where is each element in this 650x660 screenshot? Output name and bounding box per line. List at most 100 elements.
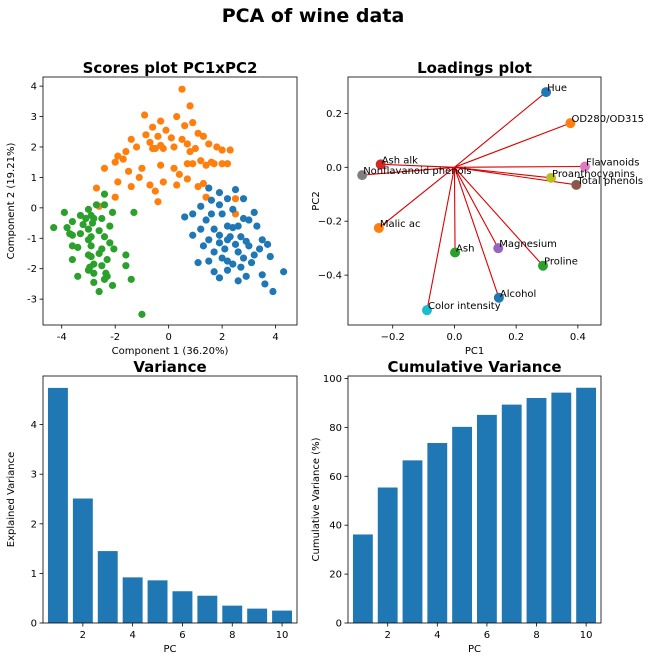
score-point	[210, 268, 218, 276]
score-point	[215, 201, 224, 209]
score-point	[205, 236, 213, 244]
loading-label: Ash alk	[382, 155, 418, 166]
score-point	[135, 173, 143, 182]
score-point	[74, 243, 82, 252]
score-point	[239, 195, 248, 203]
loadings-plot-frame	[347, 76, 602, 326]
cumulative-variance-plot-bar	[576, 387, 597, 623]
cumulative-variance-plot-bar	[352, 534, 373, 623]
loading-point	[421, 305, 432, 316]
score-point	[218, 254, 226, 262]
score-point	[95, 249, 103, 258]
score-point	[197, 157, 205, 165]
score-point	[213, 143, 221, 151]
score-point	[183, 175, 191, 183]
variance-plot-x-tick-label: 8	[229, 630, 235, 641]
scores-plot-panel: Scores plot PC1xPC2 Component 1 (36.20%) C…	[6, 59, 298, 357]
loading-point	[375, 159, 386, 170]
loading-vector-line	[453, 167, 499, 249]
score-point	[280, 268, 288, 276]
score-point	[239, 254, 248, 262]
score-point	[127, 275, 135, 283]
score-point	[194, 259, 202, 267]
loadings-plot-panel: Loadings plot PC1 PC2 Alcohol Malic ac Ash Ash…	[311, 59, 644, 357]
variance-plot-y-tick-label: 0	[31, 619, 37, 630]
score-point	[199, 132, 208, 140]
score-point	[100, 233, 109, 241]
variance-plot-y-axis-label: Explained Variance	[6, 452, 17, 547]
score-point	[119, 155, 127, 163]
score-point	[159, 178, 167, 186]
score-point	[229, 224, 237, 232]
score-point	[226, 146, 234, 154]
score-point	[207, 196, 216, 204]
cumulative-variance-plot-y-tick-label: 0	[336, 619, 342, 630]
score-point	[149, 123, 157, 131]
score-point	[92, 184, 101, 192]
score-point	[68, 231, 77, 239]
score-point	[157, 161, 165, 169]
score-point	[223, 257, 232, 265]
score-point	[130, 208, 138, 217]
loading-point	[579, 161, 590, 172]
variance-plot-y-tick-label: 3	[31, 470, 37, 481]
score-point	[84, 236, 93, 244]
score-point	[151, 144, 159, 153]
score-point	[199, 242, 208, 250]
score-point	[157, 117, 165, 125]
cumulative-variance-plot-title: Cumulative Variance	[387, 358, 561, 376]
loading-label: Flavanoids	[586, 157, 640, 168]
score-point	[202, 161, 210, 169]
score-point	[237, 233, 245, 241]
loading-vector-line	[454, 166, 552, 179]
loading-point	[450, 247, 461, 258]
score-point	[110, 245, 118, 253]
score-point	[178, 135, 186, 143]
score-point	[82, 214, 90, 223]
score-point	[189, 210, 197, 218]
score-point	[146, 181, 154, 189]
score-point	[245, 216, 253, 224]
loadings-plot-x-tick-label: 0.4	[570, 332, 586, 343]
score-point	[170, 164, 178, 172]
score-point	[269, 287, 277, 296]
cumulative-variance-plot-frame	[347, 375, 602, 624]
score-point	[100, 190, 109, 198]
loading-label: Nonflavanoid phenols	[363, 166, 471, 177]
loading-label: Alcohol	[500, 289, 536, 300]
score-point	[114, 152, 122, 160]
scores-plot-x-axis-label: Component 1 (36.20%)	[112, 346, 229, 357]
score-point	[146, 138, 154, 147]
loadings-plot-x-tick-label: 0.2	[508, 332, 524, 343]
cumulative-variance-plot-bar	[402, 460, 423, 623]
score-point	[197, 225, 205, 233]
score-point	[229, 205, 237, 213]
score-point	[215, 239, 224, 247]
score-point	[92, 201, 101, 209]
variance-plot-bar	[272, 610, 293, 623]
score-point	[245, 242, 253, 250]
score-point	[218, 160, 226, 168]
loading-vector-line	[362, 166, 455, 176]
cumulative-variance-plot-bar	[427, 443, 448, 623]
variance-plot-frame	[42, 375, 298, 624]
variance-plot-x-tick-label: 4	[129, 630, 135, 641]
scores-plot-x-tick-label: -2	[110, 332, 120, 343]
loading-label: Magnesium	[499, 239, 557, 250]
score-point	[173, 181, 181, 189]
score-point	[266, 252, 274, 261]
loading-label: Ash	[456, 243, 474, 254]
loading-vector-line	[454, 122, 571, 168]
loading-label: Proline	[544, 257, 578, 268]
score-point	[237, 263, 245, 271]
cumulative-variance-plot-y-axis-label: Cumulative Variance (%)	[311, 437, 322, 561]
variance-plot-bar	[97, 551, 118, 623]
variance-plot-y-tick-label: 4	[31, 420, 37, 431]
score-point	[124, 167, 133, 175]
loadings-plot-y-tick-label: −0.2	[318, 217, 342, 228]
cumulative-variance-plot-x-tick-label: 6	[484, 630, 490, 641]
variance-plot-bar	[122, 577, 143, 623]
score-point	[197, 202, 205, 210]
score-point	[229, 260, 237, 268]
cumulative-variance-plot-y-tick-label: 20	[329, 570, 342, 581]
